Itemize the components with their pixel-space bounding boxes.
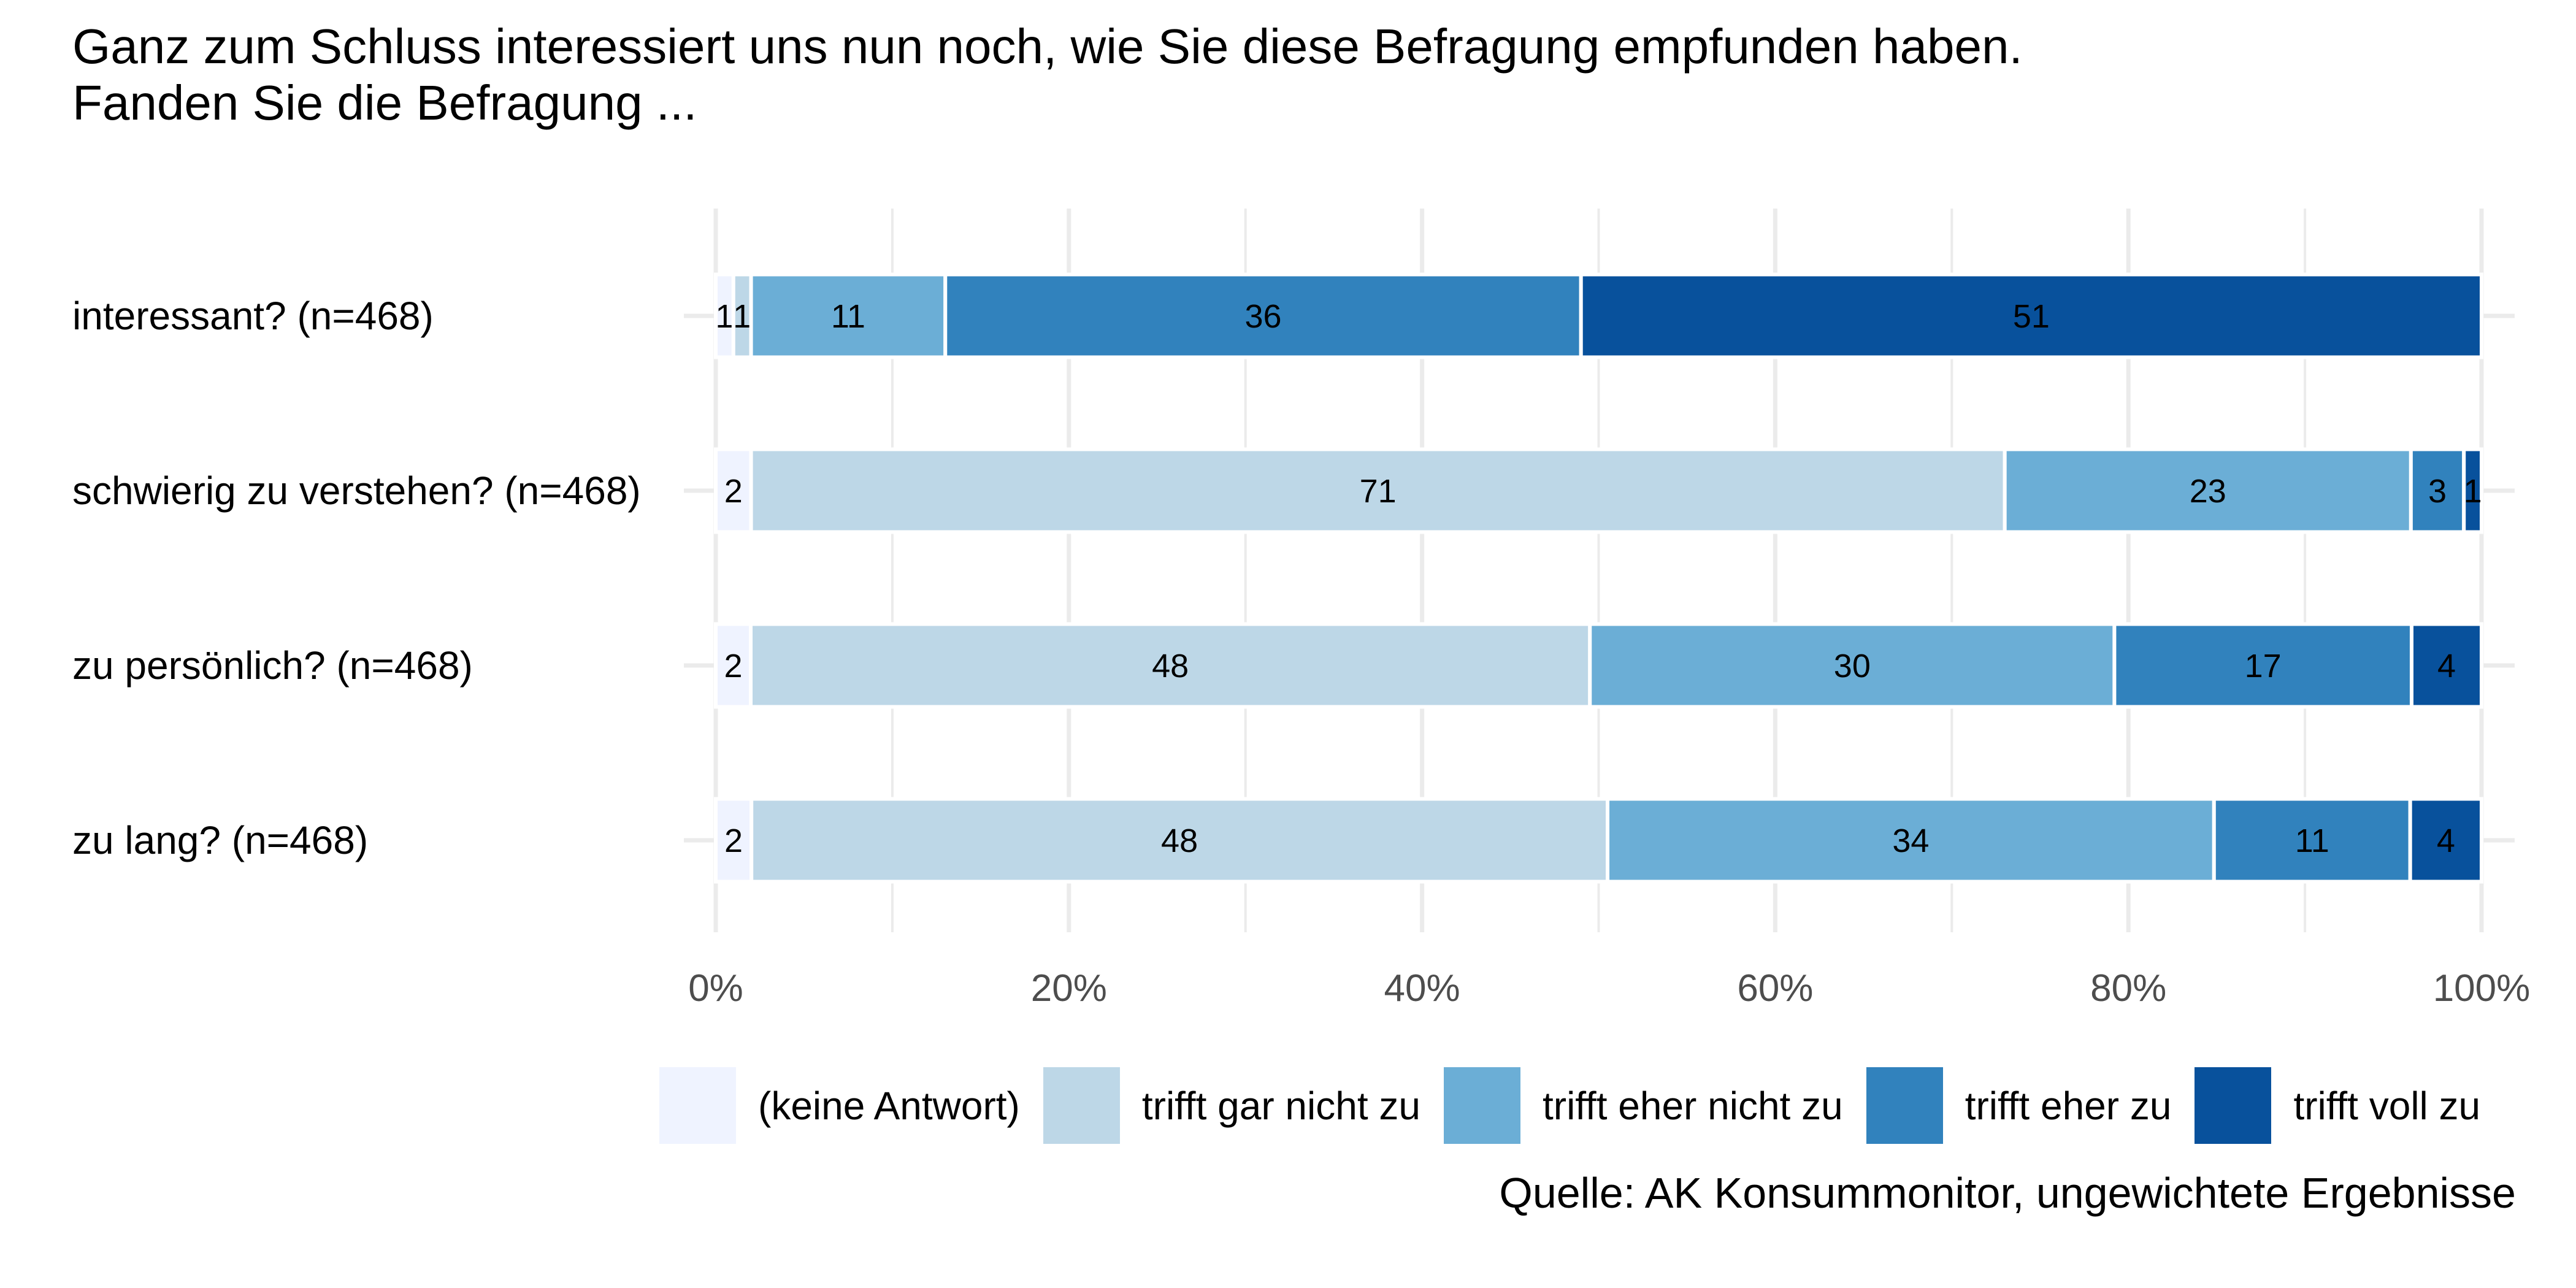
data-label: 1 <box>715 298 734 335</box>
x-tick-label: 100% <box>2433 967 2531 1010</box>
legend-label: trifft gar nicht zu <box>1141 1083 1420 1128</box>
category-label: zu persönlich? (n=468) <box>72 643 473 688</box>
data-label: 30 <box>1834 648 1871 684</box>
data-label: 36 <box>1244 298 1281 335</box>
category-label: interessant? (n=468) <box>72 294 434 338</box>
legend-label: trifft eher nicht zu <box>1542 1083 1843 1128</box>
x-tick-label: 0% <box>688 967 743 1010</box>
data-label: 34 <box>1892 822 1929 859</box>
bar-segment <box>2409 447 2466 534</box>
bar-segment <box>2003 447 2413 534</box>
bar-segment <box>714 797 754 884</box>
category-label: schwierig zu verstehen? (n=468) <box>72 469 641 513</box>
legend-swatch <box>659 1067 736 1144</box>
chart-subtitle: Fanden Sie die Befragung ... <box>72 75 697 130</box>
bar-segment <box>2462 447 2483 534</box>
legend-swatch <box>1866 1067 1943 1144</box>
chart-title: Ganz zum Schluss interessiert uns nun no… <box>72 19 2023 74</box>
bar-segment <box>2212 797 2412 884</box>
bar-segment <box>2408 797 2483 884</box>
data-label: 11 <box>831 298 865 335</box>
bar-segment <box>714 447 753 534</box>
legend-label: (keine Antwort) <box>758 1083 1020 1128</box>
category-label: zu lang? (n=468) <box>72 818 368 862</box>
x-tick-label: 20% <box>1031 967 1107 1010</box>
bar-segment <box>1588 622 2117 709</box>
data-label: 4 <box>2437 648 2456 684</box>
data-label: 48 <box>1161 822 1198 859</box>
legend-label: trifft eher zu <box>1965 1083 2172 1128</box>
legend-swatch <box>1043 1067 1120 1144</box>
data-label: 17 <box>2245 648 2282 684</box>
stacked-bar-chart: 0% 20% 40% 60% 80% 100% interessant? (n=468) sc… <box>72 209 2531 1010</box>
bar-segment <box>749 272 948 359</box>
data-label: 3 <box>2428 473 2447 510</box>
legend-item: trifft gar nicht zu <box>1043 1067 1420 1144</box>
legend-item: trifft voll zu <box>2195 1067 2480 1144</box>
data-label: 51 <box>2013 298 2050 335</box>
legend-item: (keine Antwort) <box>659 1067 1020 1144</box>
data-label: 48 <box>1152 648 1189 684</box>
bar-segment <box>749 622 1592 709</box>
legend-label: trifft voll zu <box>2293 1083 2481 1128</box>
bar-segment <box>749 797 1610 884</box>
data-label: 2 <box>724 648 742 684</box>
legend-item: trifft eher nicht zu <box>1443 1067 1843 1144</box>
legend-swatch <box>2195 1067 2272 1144</box>
x-tick-label: 80% <box>2090 967 2166 1010</box>
data-label: 1 <box>733 298 751 335</box>
data-label: 2 <box>724 473 743 510</box>
bar-segment <box>2112 622 2413 709</box>
data-label: 71 <box>1360 473 1397 510</box>
data-label: 23 <box>2190 473 2226 510</box>
x-tick-label: 40% <box>1384 967 1460 1010</box>
source-caption: Quelle: AK Konsummonitor, ungewichtete E… <box>1499 1169 2516 1217</box>
x-tick-label: 60% <box>1737 967 1813 1010</box>
data-label: 1 <box>2464 473 2482 510</box>
data-label: 2 <box>724 822 743 859</box>
legend-swatch <box>1443 1067 1520 1144</box>
data-label: 11 <box>2295 822 2329 859</box>
legend-item: trifft eher zu <box>1866 1067 2172 1144</box>
bar-segment <box>714 622 753 709</box>
bar-segment <box>1579 272 2483 359</box>
bar-segment <box>2409 622 2484 709</box>
data-label: 4 <box>2437 822 2455 859</box>
bar-segment <box>943 272 1583 359</box>
chart-legend: (keine Antwort) trifft gar nicht zu trifft… <box>659 1067 2480 1144</box>
